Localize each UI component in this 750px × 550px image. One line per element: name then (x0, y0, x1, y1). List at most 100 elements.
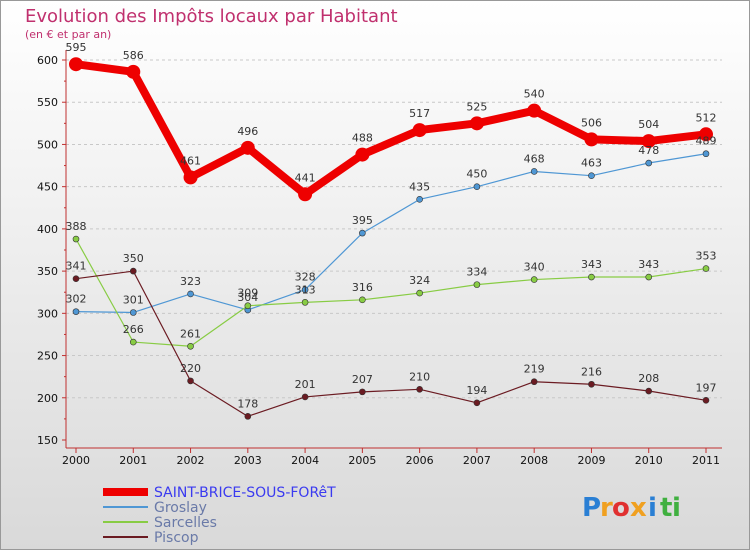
data-label-groslay-2005: 395 (352, 214, 373, 227)
y-tick-label-150: 150 (37, 434, 58, 447)
data-label-piscop-2011: 197 (696, 381, 717, 394)
data-label-piscop-2009: 216 (581, 365, 602, 378)
data-label-saint-brice-sous-for-t-2006: 517 (409, 107, 430, 120)
data-point-piscop-2001 (129, 267, 137, 275)
data-point-piscop-2007 (473, 399, 481, 407)
data-label-groslay-2011: 489 (696, 135, 717, 148)
data-point-saint-brice-sous-for-t-2008 (527, 103, 542, 118)
data-point-saint-brice-sous-for-t-2011 (699, 127, 713, 142)
brand-letter-3: x (630, 493, 647, 523)
data-point-saint-brice-sous-for-t-2004 (298, 187, 313, 202)
data-label-saint-brice-sous-for-t-2011: 512 (696, 111, 717, 124)
x-tick-label-2008: 2008 (520, 454, 548, 467)
data-point-groslay-2009 (588, 172, 595, 179)
legend-label-piscop: Piscop (154, 530, 199, 546)
data-point-groslay-2004 (301, 286, 309, 293)
data-label-sarcelles-2003: 309 (237, 287, 258, 300)
data-label-piscop-2007: 194 (466, 384, 487, 397)
data-point-groslay-2008 (530, 168, 538, 175)
series-line-saint-brice-sous-for-t (72, 60, 710, 199)
x-tick-label-2010: 2010 (635, 454, 663, 467)
data-point-piscop-2000 (72, 275, 80, 283)
data-label-saint-brice-sous-for-t-2008: 540 (524, 88, 545, 101)
data-label-saint-brice-sous-for-t-2007: 525 (466, 100, 487, 113)
chart-subtitle: (en € et par an) (25, 28, 111, 41)
x-tick-label-2006: 2006 (406, 454, 434, 467)
data-point-saint-brice-sous-for-t-2002 (183, 170, 198, 185)
data-point-saint-brice-sous-for-t-2003 (240, 140, 255, 155)
y-tick-label-300: 300 (37, 307, 58, 320)
y-tick-label-250: 250 (37, 350, 58, 363)
data-point-piscop-2004 (301, 393, 309, 401)
data-point-saint-brice-sous-for-t-2010 (641, 134, 656, 149)
x-tick-label-2011: 2011 (692, 454, 720, 467)
x-tick-label-2001: 2001 (119, 454, 147, 467)
data-point-groslay-2000 (72, 308, 80, 315)
data-label-groslay-2001: 301 (123, 293, 144, 306)
series-line-groslay (75, 153, 707, 314)
brand-letter-2: o (612, 493, 630, 523)
data-point-piscop-2010 (645, 387, 653, 395)
data-label-saint-brice-sous-for-t-2003: 496 (237, 125, 258, 138)
data-label-saint-brice-sous-for-t-2010: 504 (638, 118, 659, 131)
brand-letter-6: i (672, 493, 681, 523)
data-point-sarcelles-2009 (588, 273, 595, 281)
data-label-saint-brice-sous-for-t-2001: 586 (123, 49, 144, 62)
data-label-saint-brice-sous-for-t-2005: 488 (352, 132, 373, 145)
legend-label-groslay: Groslay (154, 500, 207, 516)
axes (62, 50, 722, 453)
data-point-sarcelles-2008 (530, 276, 538, 283)
data-point-saint-brice-sous-for-t-2000 (69, 57, 83, 72)
data-point-piscop-2005 (359, 388, 366, 396)
y-tick-label-200: 200 (37, 392, 58, 405)
data-point-saint-brice-sous-for-t-2009 (584, 132, 599, 147)
data-point-sarcelles-2006 (416, 289, 423, 297)
data-point-piscop-2008 (530, 378, 538, 386)
data-point-sarcelles-2004 (301, 299, 309, 306)
data-point-groslay-2010 (645, 159, 653, 167)
data-label-sarcelles-2006: 324 (409, 274, 430, 287)
data-label-piscop-2002: 220 (180, 362, 201, 375)
brand-letter-0: P (582, 493, 601, 523)
data-point-groslay-2011 (702, 150, 710, 158)
x-tick-label-2007: 2007 (463, 454, 491, 467)
y-tick-label-400: 400 (37, 223, 58, 236)
x-tick-label-2004: 2004 (291, 454, 319, 467)
brand-letter-1: r (600, 493, 613, 523)
data-label-groslay-2008: 468 (524, 152, 545, 165)
data-label-piscop-2005: 207 (352, 373, 373, 386)
series-group (69, 57, 713, 420)
brand-letter-5: t (660, 493, 672, 523)
data-point-sarcelles-2007 (473, 281, 481, 288)
data-label-saint-brice-sous-for-t-2000: 595 (66, 41, 87, 54)
data-point-sarcelles-2002 (187, 342, 194, 350)
data-labels-group: 302 301 323 304 328 395 435 450 468 463 478 489 388 2… (66, 41, 717, 410)
data-point-sarcelles-2005 (359, 296, 366, 304)
data-point-groslay-2001 (129, 309, 137, 316)
brand-logo: Pr o x i t i (582, 493, 681, 523)
data-point-piscop-2003 (244, 413, 252, 420)
data-label-piscop-2001: 350 (123, 252, 144, 265)
y-tick-label-350: 350 (37, 265, 58, 278)
data-point-saint-brice-sous-for-t-2006 (412, 123, 427, 138)
data-label-piscop-2003: 178 (237, 397, 258, 410)
data-label-groslay-2000: 302 (66, 293, 87, 306)
x-tick-label-2002: 2002 (177, 454, 205, 467)
data-label-piscop-2010: 208 (638, 372, 659, 385)
data-label-sarcelles-2000: 388 (66, 220, 87, 233)
data-label-saint-brice-sous-for-t-2009: 506 (581, 116, 602, 129)
data-point-piscop-2002 (187, 377, 194, 385)
data-label-sarcelles-2009: 343 (581, 258, 602, 271)
data-point-piscop-2011 (702, 397, 710, 404)
x-tick-label-2003: 2003 (234, 454, 262, 467)
data-label-groslay-2006: 435 (409, 180, 430, 193)
brand-letter-4: i (648, 493, 657, 523)
series-line-piscop (75, 270, 707, 417)
data-point-sarcelles-2003 (244, 302, 252, 310)
data-point-groslay-2005 (359, 229, 366, 237)
data-label-piscop-2000: 341 (66, 260, 87, 273)
y-tick-label-450: 450 (37, 181, 58, 194)
data-label-sarcelles-2005: 316 (352, 281, 373, 294)
